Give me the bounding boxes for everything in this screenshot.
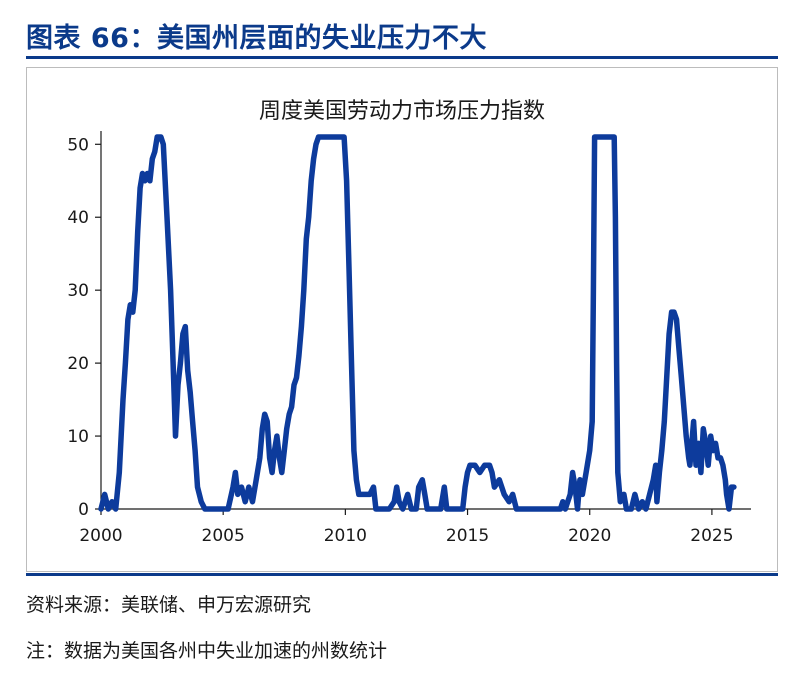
figure-title: 图表 66：美国州层面的失业压力不大 — [26, 23, 487, 54]
y-tick-label: 20 — [67, 354, 89, 374]
x-tick-label: 2010 — [324, 526, 367, 546]
y-tick-label: 10 — [67, 427, 89, 447]
y-tick-label: 0 — [78, 500, 89, 520]
footer-rule — [26, 573, 778, 576]
footnote: 注：数据为美国各州中失业加速的州数统计 — [26, 640, 388, 662]
x-tick-label: 2000 — [79, 526, 122, 546]
line-chart: 周度美国劳动力市场压力指数 0 10 20 30 40 50 2000 2005 2010 201… — [67, 99, 751, 546]
x-tick-label: 2015 — [446, 526, 489, 546]
x-tick-label: 2005 — [202, 526, 245, 546]
series-line — [98, 134, 737, 512]
x-tick-label: 2025 — [690, 526, 733, 546]
series-layer — [98, 134, 737, 512]
y-tick-label: 30 — [67, 281, 89, 301]
chart-title: 周度美国劳动力市场压力指数 — [259, 99, 545, 124]
y-tick-label: 40 — [67, 208, 89, 228]
x-tick-label: 2020 — [568, 526, 611, 546]
title-underline — [26, 56, 778, 59]
source-note: 资料来源：美联储、申万宏源研究 — [26, 594, 312, 616]
y-tick-label: 50 — [67, 135, 89, 155]
